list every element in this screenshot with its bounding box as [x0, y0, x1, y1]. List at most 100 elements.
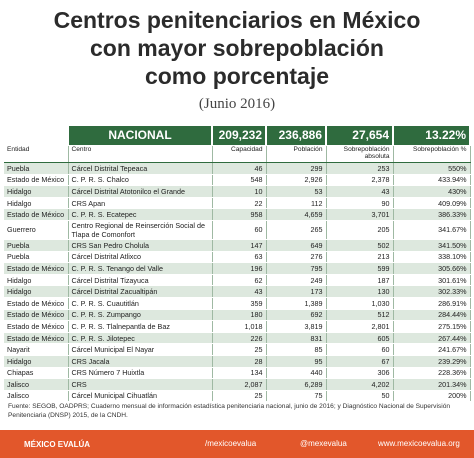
table-row: Puebla Cárcel Distrital Tepeaca 46 299 253 55… [4, 162, 471, 175]
table-cell: 25 [212, 390, 267, 403]
website[interactable]: www.mexicoevalua.org [378, 439, 460, 448]
national-cell: 27,654 [326, 126, 394, 146]
table-cell: Cárcel Municipal El Nayar [68, 343, 213, 356]
national-cell: 13.22% [393, 126, 471, 146]
table-cell: 2,087 [212, 378, 267, 391]
title-line: Centros penitenciarios en México [53, 7, 421, 33]
table-cell: 22 [212, 197, 267, 210]
table-cell: 53 [266, 185, 327, 198]
facebook[interactable]: /mexicoevalua [205, 439, 257, 448]
logo: MÉXICO EVALÚA [24, 440, 91, 449]
table-cell: 440 [266, 367, 327, 380]
table-cell: Puebla [4, 162, 69, 175]
table-cell: C. P. R. S. Ecatepec [68, 208, 213, 221]
table-cell: 692 [266, 309, 327, 322]
table-cell: Centro Regional de Reinserción Social de… [68, 220, 213, 240]
table-cell: Hidalgo [4, 185, 69, 198]
table-cell: 43 [326, 185, 394, 198]
table-cell: 62 [212, 274, 267, 287]
table-cell: 341.50% [393, 239, 471, 252]
table-cell: 386.33% [393, 208, 471, 221]
title-line: como porcentaje [144, 63, 330, 89]
header-row: Entidad Centro Capacidad Población Sobrepobl… [4, 145, 471, 163]
table-row: Estado de México C. P. R. S. Zumpango 180 6… [4, 309, 471, 322]
table-cell: C. P. R. S. Cuautitlán [68, 297, 213, 310]
column-header: Centro [68, 145, 213, 163]
table-row: Nayarit Cárcel Municipal El Nayar 25 85 60 24… [4, 343, 471, 356]
table-cell: CRS Apan [68, 197, 213, 210]
table-cell: 502 [326, 239, 394, 252]
table-cell: 173 [266, 285, 327, 298]
table-cell: 338.10% [393, 251, 471, 264]
table-cell: 25 [212, 343, 267, 356]
table-cell: 180 [212, 309, 267, 322]
table-cell: 550% [393, 162, 471, 175]
table: NACIONAL 209,232 236,886 27,654 13.22% Entida… [4, 126, 471, 403]
table-cell: Hidalgo [4, 274, 69, 287]
national-cell: NACIONAL [68, 126, 213, 146]
table-cell: Chiapas [4, 367, 69, 380]
source: Fuente: SEGOB, OADPRS; Cuaderno mensual … [8, 403, 451, 419]
table-cell: 430% [393, 185, 471, 198]
table-row: Hidalgo Cárcel Distrital Zacualtipán 43 173… [4, 285, 471, 298]
table-cell: 226 [212, 332, 267, 345]
column-header: Sobrepoblación % [393, 145, 471, 163]
national-cell: 209,232 [212, 126, 267, 146]
table-row: Jalisco CRS 2,087 6,289 4,202 201.34% [4, 378, 471, 391]
table-cell: 147 [212, 239, 267, 252]
table-cell: 2,378 [326, 174, 394, 187]
table-cell: 433.94% [393, 174, 471, 187]
table-cell: CRS [68, 378, 213, 391]
table-cell: 3,701 [326, 208, 394, 221]
table-cell: Estado de México [4, 208, 69, 221]
table-row: Hidalgo Cárcel Distrital Tizayuca 62 249 187… [4, 274, 471, 287]
subtitle: (Junio 2016) [198, 96, 276, 112]
twitter[interactable]: @mexevalua [300, 439, 347, 448]
table-cell: 205 [326, 220, 394, 240]
table-cell: 239.29% [393, 355, 471, 368]
table-cell: C. P. R. S. Tenango del Valle [68, 262, 213, 275]
table-cell: 4,202 [326, 378, 394, 391]
table-row: Puebla CRS San Pedro Cholula 147 649 502 341.… [4, 239, 471, 252]
table-row: Estado de México C. P. R. S. Chalco 548 2,9… [4, 174, 471, 187]
table-cell: 284.44% [393, 309, 471, 322]
table-row: Guerrero Centro Regional de Reinserción S… [4, 220, 471, 240]
table-cell: 50 [326, 390, 394, 403]
table-cell: 795 [266, 262, 327, 275]
table-cell: Estado de México [4, 309, 69, 322]
table-cell: Cárcel Distrital Zacualtipán [68, 285, 213, 298]
table-cell: C. P. R. S. Zumpango [68, 309, 213, 322]
table-cell: Hidalgo [4, 285, 69, 298]
table-cell: 267.44% [393, 332, 471, 345]
table-cell: 305.66% [393, 262, 471, 275]
table-cell: 3,819 [266, 320, 327, 333]
column-header: Capacidad [212, 145, 267, 163]
table-cell: 1,030 [326, 297, 394, 310]
blank-cell [4, 126, 69, 146]
table-cell: 213 [326, 251, 394, 264]
table-cell: 134 [212, 367, 267, 380]
table-cell: 599 [326, 262, 394, 275]
table-cell: 200% [393, 390, 471, 403]
table-cell: Cárcel Municipal Cihuatlán [68, 390, 213, 403]
table-cell: 63 [212, 251, 267, 264]
table-cell: Jalisco [4, 378, 69, 391]
table-cell: Puebla [4, 251, 69, 264]
table-cell: C. P. R. S. Jilotepec [68, 332, 213, 345]
table-cell: Estado de México [4, 262, 69, 275]
table-cell: 130 [326, 285, 394, 298]
column-header: Sobrepoblación absoluta [326, 145, 394, 163]
table-cell: 196 [212, 262, 267, 275]
table-cell: CRS Número 7 Huixtla [68, 367, 213, 380]
table-cell: Hidalgo [4, 355, 69, 368]
table-cell: 301.61% [393, 274, 471, 287]
table-cell: 548 [212, 174, 267, 187]
table-cell: 187 [326, 274, 394, 287]
table-cell: 1,018 [212, 320, 267, 333]
table-cell: 286.91% [393, 297, 471, 310]
national-cell: 236,886 [266, 126, 327, 146]
table-cell: 341.67% [393, 220, 471, 240]
table-cell: 90 [326, 197, 394, 210]
table-row: Estado de México C. P. R. S. Jilotepec 226… [4, 332, 471, 345]
